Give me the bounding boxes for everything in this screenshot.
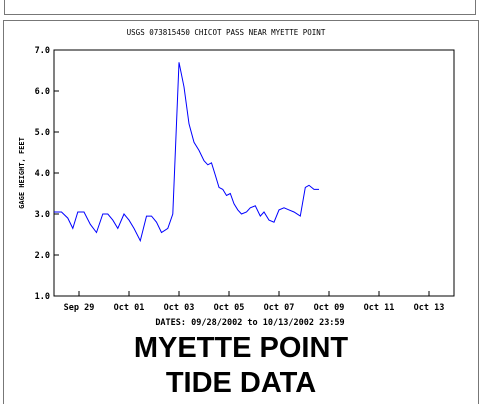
x-tick-label: Oct 09 [314, 303, 345, 313]
x-tick-label: Sep 29 [64, 303, 95, 313]
x-tick-label: Oct 07 [264, 303, 295, 313]
gage-height-series-line [54, 62, 319, 243]
plot-area [53, 49, 455, 297]
y-axis-label: GAGE HEIGHT, FEET [18, 137, 26, 209]
y-tick-label: 2.0 [35, 251, 50, 261]
y-tick-label: 4.0 [35, 169, 50, 179]
x-tick-label: Oct 11 [364, 303, 395, 313]
x-axis-label: DATES: 09/28/2002 to 10/13/2002 23:59 [155, 318, 344, 328]
x-tick-label: Oct 05 [214, 303, 245, 313]
y-tick-label: 6.0 [35, 87, 50, 97]
gage-height-chart: USGS 073815450 CHICOT PASS NEAR MYETTE P… [18, 28, 455, 328]
y-tick-label: 5.0 [35, 128, 50, 138]
x-tick-label: Oct 01 [114, 303, 145, 313]
x-tick-label: Oct 03 [164, 303, 195, 313]
caption-line-1: MYETTE POINT [133, 332, 349, 364]
x-tick-label: Oct 13 [414, 303, 445, 313]
y-tick-label: 3.0 [35, 210, 50, 220]
y-tick-label: 1.0 [35, 292, 50, 302]
caption-line-2: TIDE DATA [165, 367, 317, 399]
y-tick-label: 7.0 [35, 46, 50, 56]
top-panel [4, 0, 476, 15]
chart-title: USGS 073815450 CHICOT PASS NEAR MYETTE P… [127, 28, 326, 37]
